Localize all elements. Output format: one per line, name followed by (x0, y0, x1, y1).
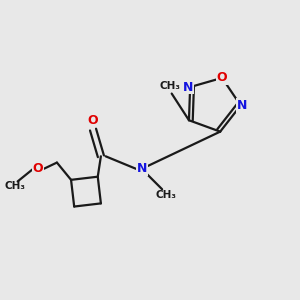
Text: N: N (183, 80, 194, 94)
Text: N: N (237, 99, 247, 112)
Text: O: O (217, 71, 227, 84)
Text: CH₃: CH₃ (160, 81, 181, 91)
Text: CH₃: CH₃ (4, 181, 25, 191)
Text: O: O (88, 114, 98, 127)
Text: O: O (33, 162, 44, 175)
Text: CH₃: CH₃ (155, 190, 176, 200)
Text: N: N (136, 162, 147, 175)
